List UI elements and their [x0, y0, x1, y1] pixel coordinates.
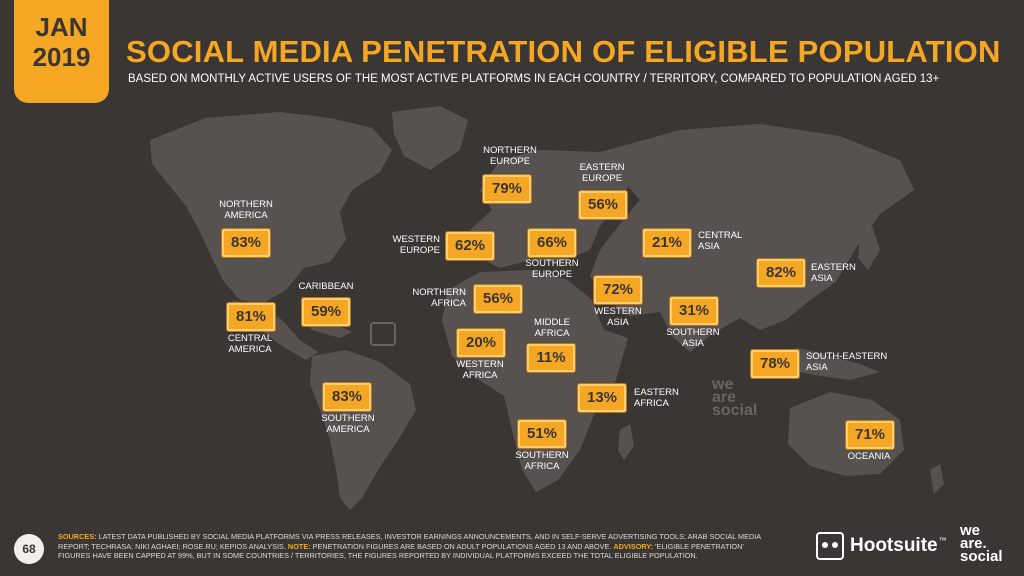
region-label-western-asia: WESTERN ASIA — [594, 306, 642, 328]
japan-landmass — [858, 226, 880, 270]
region-label-northern-europe: NORTHERN EUROPE — [483, 145, 537, 167]
was-line-2: are. — [960, 535, 987, 552]
we-are-social-watermark: we are social — [712, 376, 758, 419]
hootsuite-watermark-icon — [370, 322, 396, 346]
new-zealand-landmass — [930, 464, 944, 494]
page-subtitle: BASED ON MONTHLY ACTIVE USERS OF THE MOS… — [128, 73, 940, 85]
region-label-south-eastern-asia: SOUTH-EASTERN ASIA — [806, 351, 888, 373]
region-label-oceania: OCEANIA — [847, 451, 891, 462]
hootsuite-tm: ™ — [938, 536, 947, 545]
madagascar-landmass — [618, 424, 634, 460]
region-label-central-asia: CENTRAL ASIA — [698, 230, 743, 252]
region-value-northern-america: 83% — [222, 229, 270, 257]
region-value-southern-europe: 66% — [528, 229, 576, 257]
region-value-northern-africa: 56% — [474, 285, 522, 313]
note-label: NOTE: — [287, 541, 311, 551]
region-label-western-africa: WESTERN AFRICA — [456, 359, 504, 381]
advisory-label: ADVISORY: — [613, 541, 654, 551]
sources-text: LATEST DATA PUBLISHED BY SOCIAL MEDIA PL… — [58, 532, 761, 551]
region-label-southern-america: SOUTHERN AMERICA — [321, 413, 375, 435]
page-title: SOCIAL MEDIA PENETRATION OF ELIGIBLE POP… — [126, 34, 1001, 69]
watermark-line-1: we — [712, 376, 734, 393]
note-text: PENETRATION FIGURES ARE BASED ON ADULT P… — [310, 541, 614, 551]
region-label-northern-america: NORTHERN AMERICA — [219, 199, 273, 221]
region-value-south-eastern-asia: 78% — [751, 350, 799, 378]
region-value-central-america: 81% — [227, 303, 275, 331]
region-label-central-america: CENTRAL AMERICA — [227, 333, 273, 355]
region-value-southern-asia: 31% — [670, 297, 718, 325]
watermark-line-3: social — [712, 402, 758, 419]
date-year: 2019 — [32, 42, 91, 72]
hootsuite-logo: Hootsuite ™ — [816, 530, 947, 562]
region-value-southern-america: 83% — [323, 383, 371, 411]
we-are-social-logo: we are. social — [960, 522, 1003, 565]
date-month: JAN — [35, 12, 88, 42]
region-value-northern-europe: 79% — [483, 175, 531, 203]
region-label-caribbean: CARIBBEAN — [298, 281, 354, 292]
region-label-eastern-europe: EASTERN EUROPE — [579, 162, 625, 184]
region-value-western-asia: 72% — [594, 276, 642, 304]
advisory-text: 'ELIGIBLE PENETRATION' FIGURES HAVE BEEN… — [58, 541, 744, 561]
page-number: 68 — [14, 534, 44, 564]
region-value-oceania: 71% — [846, 421, 894, 449]
region-label-southern-africa: SOUTHERN AFRICA — [515, 450, 569, 472]
region-label-eastern-asia: EASTERN ASIA — [811, 262, 856, 284]
region-value-eastern-africa: 13% — [578, 384, 626, 412]
was-line-3: social — [960, 548, 1003, 565]
hootsuite-owl-icon — [816, 532, 844, 560]
region-value-caribbean: 59% — [302, 298, 350, 326]
region-label-middle-africa: MIDDLE AFRICA — [534, 317, 570, 339]
north-america-landmass — [150, 112, 392, 304]
region-value-central-asia: 21% — [643, 229, 691, 257]
region-value-southern-africa: 51% — [518, 420, 566, 448]
watermark-line-2: are — [712, 389, 737, 406]
asia-landmass — [590, 124, 914, 352]
greenland-landmass — [392, 106, 468, 170]
region-label-southern-asia: SOUTHERN ASIA — [666, 327, 720, 349]
region-label-western-europe: WESTERN EUROPE — [392, 234, 441, 256]
region-value-eastern-asia: 82% — [757, 259, 805, 287]
region-value-western-africa: 20% — [457, 329, 505, 357]
was-line-1: we — [960, 522, 981, 539]
africa-landmass — [442, 270, 628, 492]
date-tab: JAN 2019 — [14, 0, 109, 103]
region-value-middle-africa: 11% — [527, 344, 575, 372]
region-value-western-europe: 62% — [446, 232, 494, 260]
hootsuite-wordmark: Hootsuite — [850, 535, 938, 556]
sources-note: SOURCES: LATEST DATA PUBLISHED BY SOCIAL… — [58, 532, 778, 561]
region-value-eastern-europe: 56% — [579, 191, 627, 219]
sources-label: SOURCES: — [58, 532, 97, 541]
region-label-eastern-africa: EASTERN AFRICA — [634, 387, 679, 409]
region-label-northern-africa: NORTHERN AFRICA — [412, 287, 466, 309]
region-label-southern-europe: SOUTHERN EUROPE — [525, 258, 579, 280]
